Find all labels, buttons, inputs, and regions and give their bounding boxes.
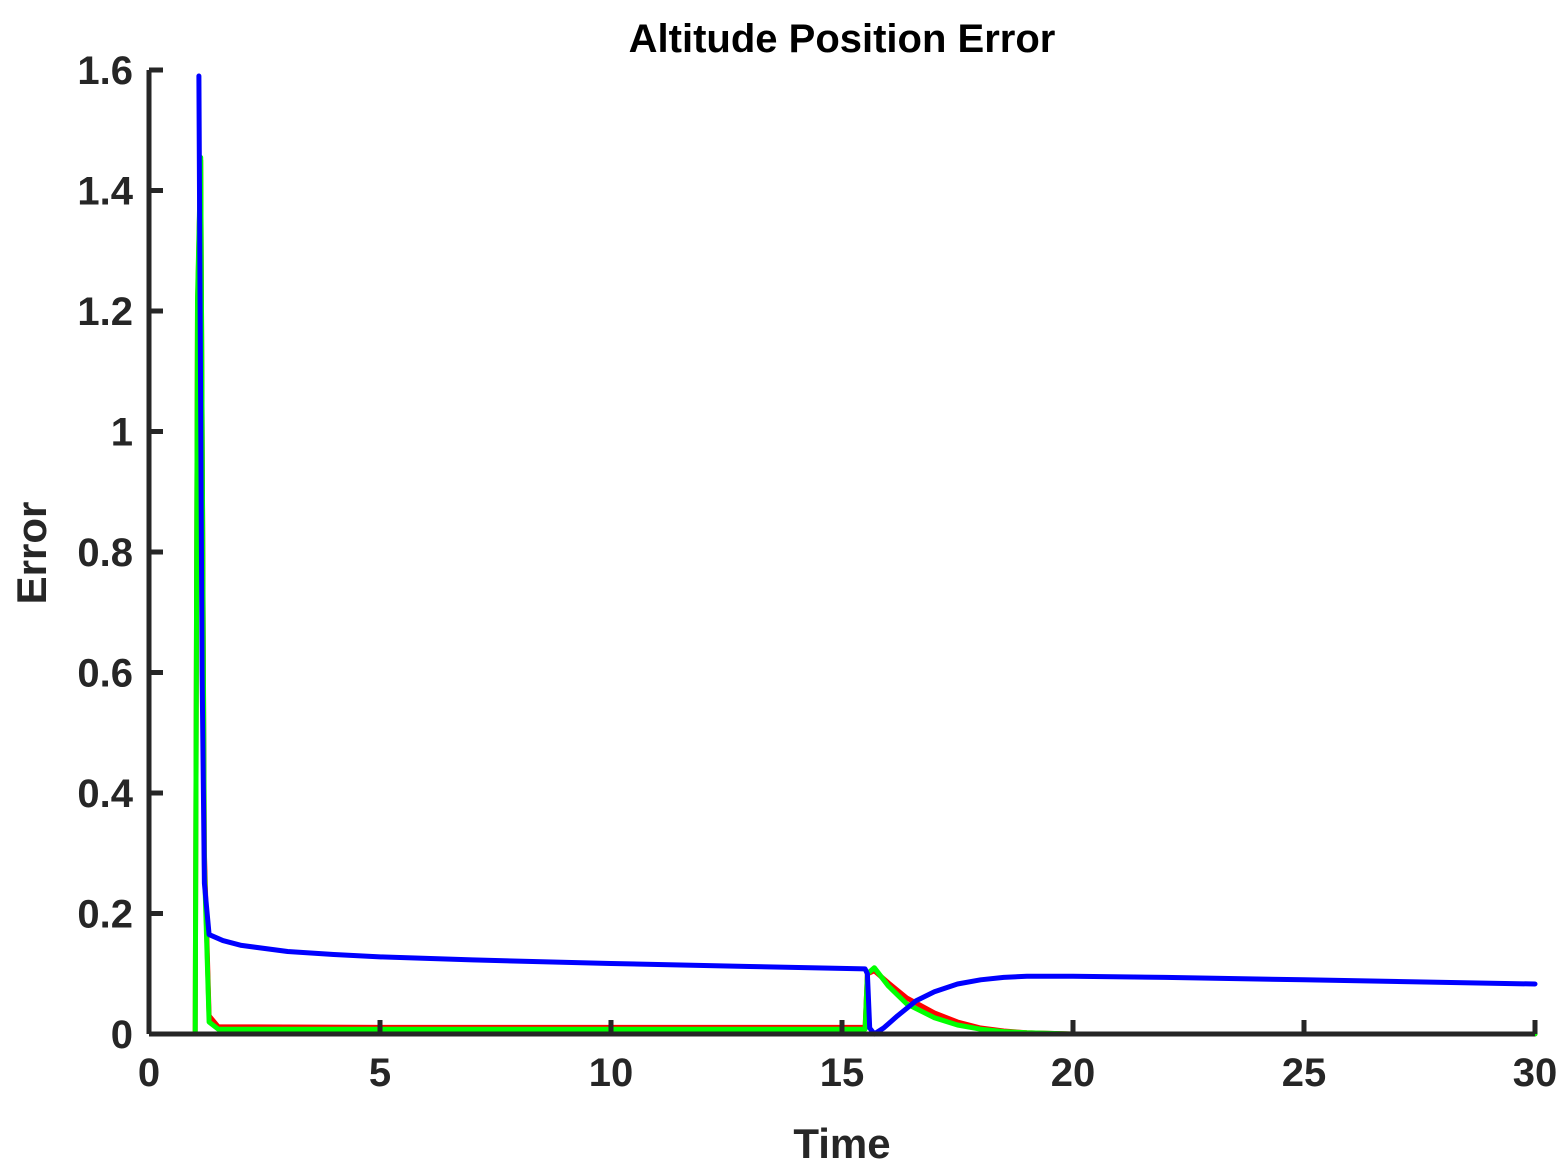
y-tick-label: 0.2 [77,893,133,937]
y-tick-label: 0 [111,1013,133,1057]
y-tick-label: 1.6 [77,49,133,93]
series-line-3 [196,73,1538,1037]
x-tick-label: 10 [589,1051,634,1095]
chart-title: Altitude Position Error [629,17,1056,61]
x-tick-label: 0 [138,1051,160,1095]
x-axis-label: Time [793,1120,890,1167]
x-tick-label: 20 [1051,1051,1096,1095]
y-tick-label: 0.8 [77,531,133,575]
y-tick-label: 1 [111,411,133,455]
x-tick-label: 30 [1513,1051,1558,1095]
tick-layer: 0 5 10 15 20 25 30 0 0.2 0.4 0.6 0.8 1 1.2 1.4 1.6 [77,49,1557,1095]
y-tick-label: 1.2 [77,290,133,334]
y-tick-label: 0.4 [77,772,133,816]
x-tick-label: 15 [820,1051,865,1095]
y-tick-label: 0.6 [77,652,133,696]
y-tick-label: 1.4 [77,170,133,214]
x-tick-label: 5 [369,1051,391,1095]
y-axis-label: Error [8,502,55,605]
x-tick-label: 25 [1282,1051,1327,1095]
